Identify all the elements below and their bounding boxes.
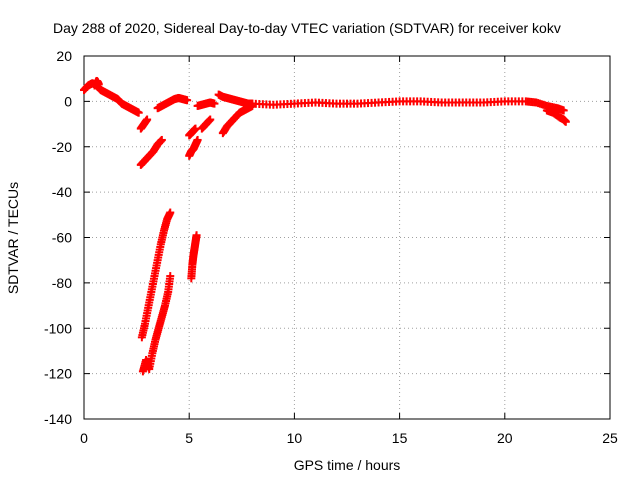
x-tick-label: 20	[497, 430, 513, 446]
data-point	[166, 208, 175, 217]
y-tick-label: -20	[52, 139, 72, 155]
y-tick-label: -100	[44, 320, 72, 336]
y-tick-label: -140	[44, 411, 72, 427]
x-tick-label: 0	[80, 430, 88, 446]
x-axis-label: GPS time / hours	[294, 457, 401, 473]
data-point	[157, 135, 166, 144]
y-tick-label: 0	[64, 93, 72, 109]
data-points	[80, 76, 570, 376]
x-tick-label: 5	[185, 430, 193, 446]
data-point	[206, 115, 215, 124]
x-tick-label: 15	[392, 430, 408, 446]
data-point	[192, 231, 201, 240]
grid	[84, 56, 610, 419]
data-point	[210, 99, 219, 108]
y-tick-label: -80	[52, 275, 72, 291]
x-tick-label: 10	[287, 430, 303, 446]
data-point	[166, 272, 175, 281]
data-point	[134, 108, 143, 117]
y-tick-label: -60	[52, 230, 72, 246]
data-point	[561, 117, 570, 126]
y-axis-label: SDTVAR / TECUs	[5, 182, 21, 294]
y-tick-label: -120	[44, 366, 72, 382]
y-ticks: 20 0 -20 -40 -60 -80 -100 -120 -140	[44, 48, 610, 427]
y-tick-label: -40	[52, 184, 72, 200]
data-point	[193, 135, 202, 144]
data-point	[183, 96, 192, 105]
y-tick-label: 20	[56, 48, 72, 64]
data-point	[94, 80, 103, 89]
x-tick-label: 25	[602, 430, 618, 446]
data-point	[143, 115, 152, 124]
x-ticks: 0 5 10 15 20 25	[80, 56, 618, 446]
chart-title: Day 288 of 2020, Sidereal Day-to-day VTE…	[53, 20, 561, 36]
data-point	[559, 106, 568, 115]
